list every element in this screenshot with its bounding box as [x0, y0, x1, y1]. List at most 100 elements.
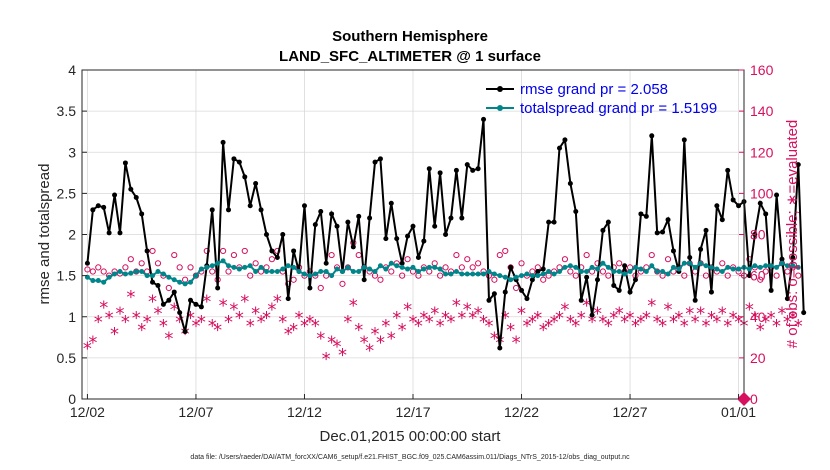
obs-possible-point: [127, 256, 134, 263]
obs-possible-point: [290, 276, 297, 283]
obs-evaluated-point: *: [186, 308, 195, 329]
obs-possible-point: [192, 272, 200, 279]
obs-possible-point: [773, 272, 780, 279]
totalspread-point: [274, 269, 280, 275]
rmse-point: [578, 297, 584, 303]
obs-possible-point: [176, 264, 183, 271]
rmse-point: [388, 200, 394, 206]
obs-evaluated-point: *: [338, 345, 347, 366]
totalspread-point: [746, 266, 752, 272]
totalspread-point: [231, 264, 237, 270]
totalspread-point: [388, 260, 394, 266]
rmse-point: [622, 263, 628, 269]
totalspread-point: [611, 269, 617, 275]
rmse-point: [383, 236, 389, 242]
x-tick-label: 12/12: [287, 404, 322, 420]
totalspread-point: [383, 266, 389, 272]
obs-evaluated-point: *: [674, 308, 683, 329]
totalspread-point: [437, 266, 443, 272]
obs-possible-point: [241, 247, 248, 255]
obs-evaluated-point: *: [723, 316, 732, 337]
rmse-point: [584, 274, 590, 280]
totalspread-point: [263, 269, 269, 275]
obs-possible-point: [84, 266, 91, 273]
obs-evaluated-point: *: [208, 316, 217, 337]
obs-evaluated-point: *: [636, 312, 645, 333]
rmse-point: [448, 215, 454, 221]
totalspread-point: [470, 271, 476, 277]
obs-evaluated-point: *: [772, 316, 781, 337]
rmse-point: [567, 181, 573, 187]
totalspread-point: [453, 269, 459, 275]
obs-possible-point: [100, 268, 107, 275]
totalspread-point: [670, 264, 676, 270]
rmse-point: [627, 289, 633, 295]
obs-evaluated-point: *: [468, 308, 477, 329]
obs-possible-point: [388, 268, 395, 275]
rmse-point: [443, 232, 449, 237]
totalspread-point: [128, 270, 134, 276]
rmse-point: [253, 181, 259, 187]
obs-possible-point: [437, 272, 444, 279]
totalspread-point: [481, 271, 487, 277]
totalspread-point: [356, 269, 362, 275]
obs-evaluated-point: *: [235, 308, 244, 329]
obs-possible-point: [399, 272, 406, 279]
obs-possible-point: [518, 260, 525, 267]
totalspread-point: [220, 258, 226, 264]
obs-evaluated-point: *: [289, 320, 298, 341]
obs-evaluated-point: *: [126, 287, 135, 308]
rmse-point: [269, 248, 275, 254]
rmse-point: [649, 133, 655, 139]
obs-evaluated-point: *: [316, 328, 325, 349]
obs-possible-point: [453, 251, 460, 259]
rmse-point: [736, 203, 742, 209]
obs-evaluated-point: *: [349, 295, 358, 316]
obs-evaluated-point: *: [615, 304, 624, 325]
obs-evaluated-point: *: [609, 308, 618, 329]
totalspread-point: [198, 266, 204, 272]
totalspread-point: [415, 269, 421, 275]
obs-evaluated-point: *: [365, 341, 374, 362]
rmse-point: [198, 304, 204, 310]
obs-possible-point: [583, 251, 590, 259]
totalspread-point: [204, 264, 210, 270]
rmse-point: [779, 256, 785, 262]
rmse-point: [242, 174, 248, 180]
totalspread-point: [285, 263, 291, 269]
totalspread-point: [708, 264, 714, 270]
y-right-tick-label: 60: [750, 268, 766, 284]
totalspread-point: [367, 266, 373, 272]
rmse-point: [768, 287, 774, 293]
obs-evaluated-point: *: [409, 312, 418, 333]
totalspread-point: [508, 277, 514, 283]
obs-evaluated-point: *: [479, 312, 488, 333]
obs-possible-point: [458, 264, 465, 271]
totalspread-point: [280, 266, 286, 272]
obs-evaluated-point: *: [588, 312, 597, 333]
y-tick-label: 3: [68, 144, 76, 160]
obs-evaluated-point: *: [284, 324, 293, 345]
obs-evaluated-point: *: [577, 308, 586, 329]
rmse-point: [334, 223, 340, 229]
rmse-point: [725, 167, 731, 173]
totalspread-point: [676, 266, 682, 272]
y-tick-label: 0: [68, 391, 76, 407]
rmse-point: [318, 208, 324, 214]
obs-evaluated-point: *: [696, 304, 705, 325]
obs-possible-point: [697, 260, 704, 267]
obs-evaluated-point: *: [484, 316, 493, 337]
obs-possible-point: [89, 268, 96, 275]
obs-evaluated-point: *: [501, 308, 510, 329]
y-right-tick-label: 100: [750, 185, 774, 201]
rmse-point: [437, 170, 443, 176]
totalspread-point: [242, 264, 248, 270]
rmse-point: [432, 223, 438, 229]
totalspread-point: [350, 269, 356, 275]
rmse-point: [703, 227, 709, 233]
obs-possible-point: [605, 272, 612, 279]
rmse-point: [464, 162, 470, 168]
rmse-point: [112, 192, 118, 198]
rmse-point: [660, 229, 666, 235]
obs-evaluated-point: *: [257, 312, 266, 333]
